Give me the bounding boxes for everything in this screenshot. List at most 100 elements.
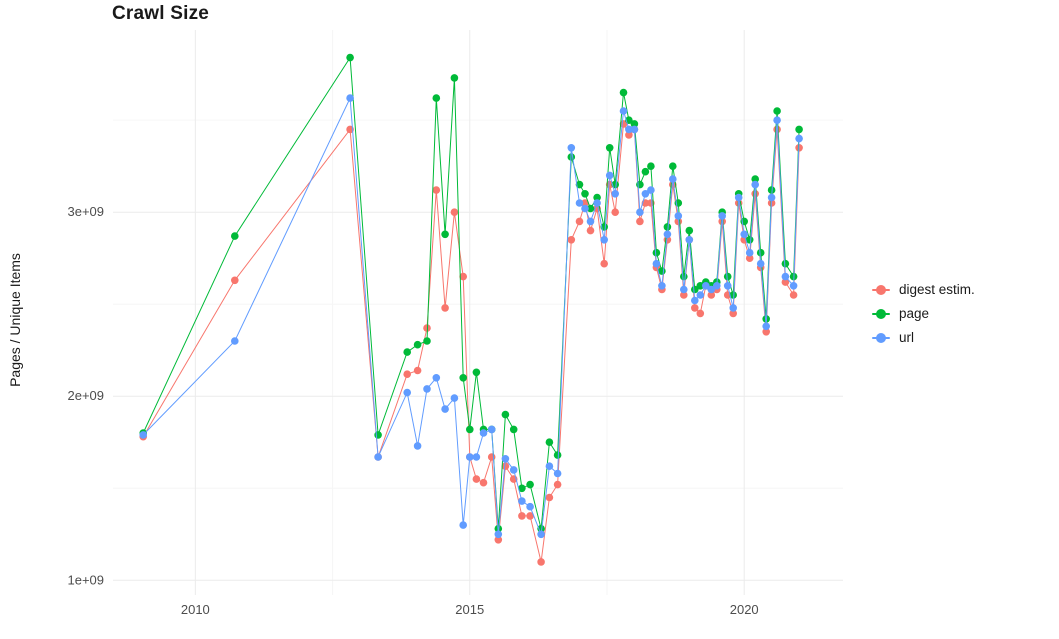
data-point-page — [432, 94, 441, 102]
data-point-page — [795, 125, 803, 134]
data-point-page — [605, 144, 614, 152]
legend-item-url: url — [872, 330, 975, 345]
series-digest-estim — [139, 120, 803, 566]
data-point-url — [346, 94, 354, 102]
data-point-url — [723, 282, 732, 290]
legend-item-digest-estim: digest estim. — [872, 282, 975, 297]
data-point-digest-estim — [567, 236, 576, 244]
data-point-page — [581, 190, 589, 198]
data-point-digest-estim — [545, 493, 554, 502]
data-point-url — [139, 431, 147, 439]
data-point-page — [441, 230, 449, 239]
data-point-url — [413, 442, 422, 450]
data-point-url — [501, 455, 510, 463]
data-point-page — [696, 282, 705, 290]
data-point-url — [781, 272, 790, 281]
data-point-url — [581, 204, 589, 213]
data-point-url — [773, 116, 781, 124]
data-point-page — [518, 484, 526, 493]
data-point-digest-estim — [611, 208, 619, 216]
data-point-url — [729, 304, 737, 312]
data-point-url — [509, 466, 518, 474]
data-point-digest-estim — [636, 217, 644, 226]
data-point-digest-estim — [231, 276, 239, 285]
data-point-digest-estim — [459, 272, 468, 281]
data-point-url — [450, 394, 459, 402]
data-point-url — [479, 429, 488, 437]
data-point-page — [501, 410, 510, 419]
legend-key-digest-estim — [872, 283, 890, 297]
data-point-digest-estim — [526, 512, 534, 520]
data-point-digest-estim — [696, 309, 705, 318]
data-point-page — [459, 374, 468, 382]
data-point-page — [374, 431, 382, 439]
chart-title: Crawl Size — [112, 3, 210, 24]
data-point-url — [789, 282, 798, 290]
x-tick-label: 2020 — [730, 602, 759, 617]
data-point-url — [718, 212, 726, 220]
legend-dot-swatch — [876, 332, 886, 343]
data-point-url — [674, 212, 683, 220]
data-point-digest-estim — [789, 291, 798, 299]
legend-dot-swatch — [876, 308, 886, 319]
data-point-page — [663, 223, 672, 231]
data-point-page — [619, 88, 628, 97]
data-point-url — [762, 322, 770, 331]
data-point-page — [466, 425, 474, 434]
data-point-page — [553, 451, 562, 459]
data-point-page — [231, 232, 239, 240]
data-point-digest-estim — [479, 478, 488, 487]
data-point-digest-estim — [494, 536, 503, 544]
data-point-url — [593, 199, 601, 207]
data-point-url — [702, 282, 710, 290]
legend-key-url — [872, 331, 890, 345]
data-point-page — [472, 368, 481, 377]
data-point-digest-estim — [413, 366, 422, 375]
data-point-url — [669, 175, 677, 183]
data-point-digest-estim — [586, 226, 595, 235]
data-point-url — [795, 134, 803, 143]
data-point-page — [745, 236, 754, 244]
data-point-url — [466, 453, 474, 461]
data-point-page — [575, 180, 584, 189]
legend-label-digest-estim: digest estim. — [899, 282, 975, 297]
data-point-digest-estim — [575, 217, 584, 226]
data-point-url — [734, 193, 743, 202]
data-point-url — [611, 190, 619, 198]
data-point-url — [691, 296, 699, 305]
data-point-page — [767, 186, 776, 194]
data-point-page — [756, 248, 765, 257]
data-point-digest-estim — [553, 480, 562, 489]
data-point-url — [567, 144, 576, 152]
data-point-page — [781, 259, 790, 268]
y-tick-label: 2e+09 — [67, 388, 104, 403]
data-point-url — [586, 217, 595, 226]
data-point-page — [691, 285, 699, 294]
gridlines-major — [113, 30, 843, 595]
data-point-url — [487, 425, 496, 434]
data-point-url — [652, 259, 661, 268]
data-point-page — [586, 204, 595, 213]
data-point-page — [751, 175, 759, 183]
legend-label-page: page — [899, 306, 930, 321]
x-tick-label: 2010 — [181, 602, 210, 617]
data-point-url — [756, 259, 765, 268]
data-point-url — [600, 236, 608, 244]
data-point-page — [346, 53, 354, 62]
data-point-digest-estim — [745, 254, 754, 262]
data-point-digest-estim — [432, 186, 441, 194]
data-point-digest-estim — [581, 199, 589, 207]
data-point-page — [647, 162, 655, 170]
data-point-page — [773, 107, 781, 115]
data-point-digest-estim — [729, 309, 737, 318]
data-point-url — [767, 193, 776, 202]
data-point-url — [537, 530, 545, 539]
data-point-url — [518, 497, 526, 505]
data-point-page — [723, 272, 732, 281]
data-point-url — [685, 236, 694, 244]
data-point-page — [636, 180, 644, 189]
data-point-digest-estim — [691, 304, 699, 312]
data-point-digest-estim — [600, 259, 608, 268]
data-point-page — [630, 120, 639, 128]
